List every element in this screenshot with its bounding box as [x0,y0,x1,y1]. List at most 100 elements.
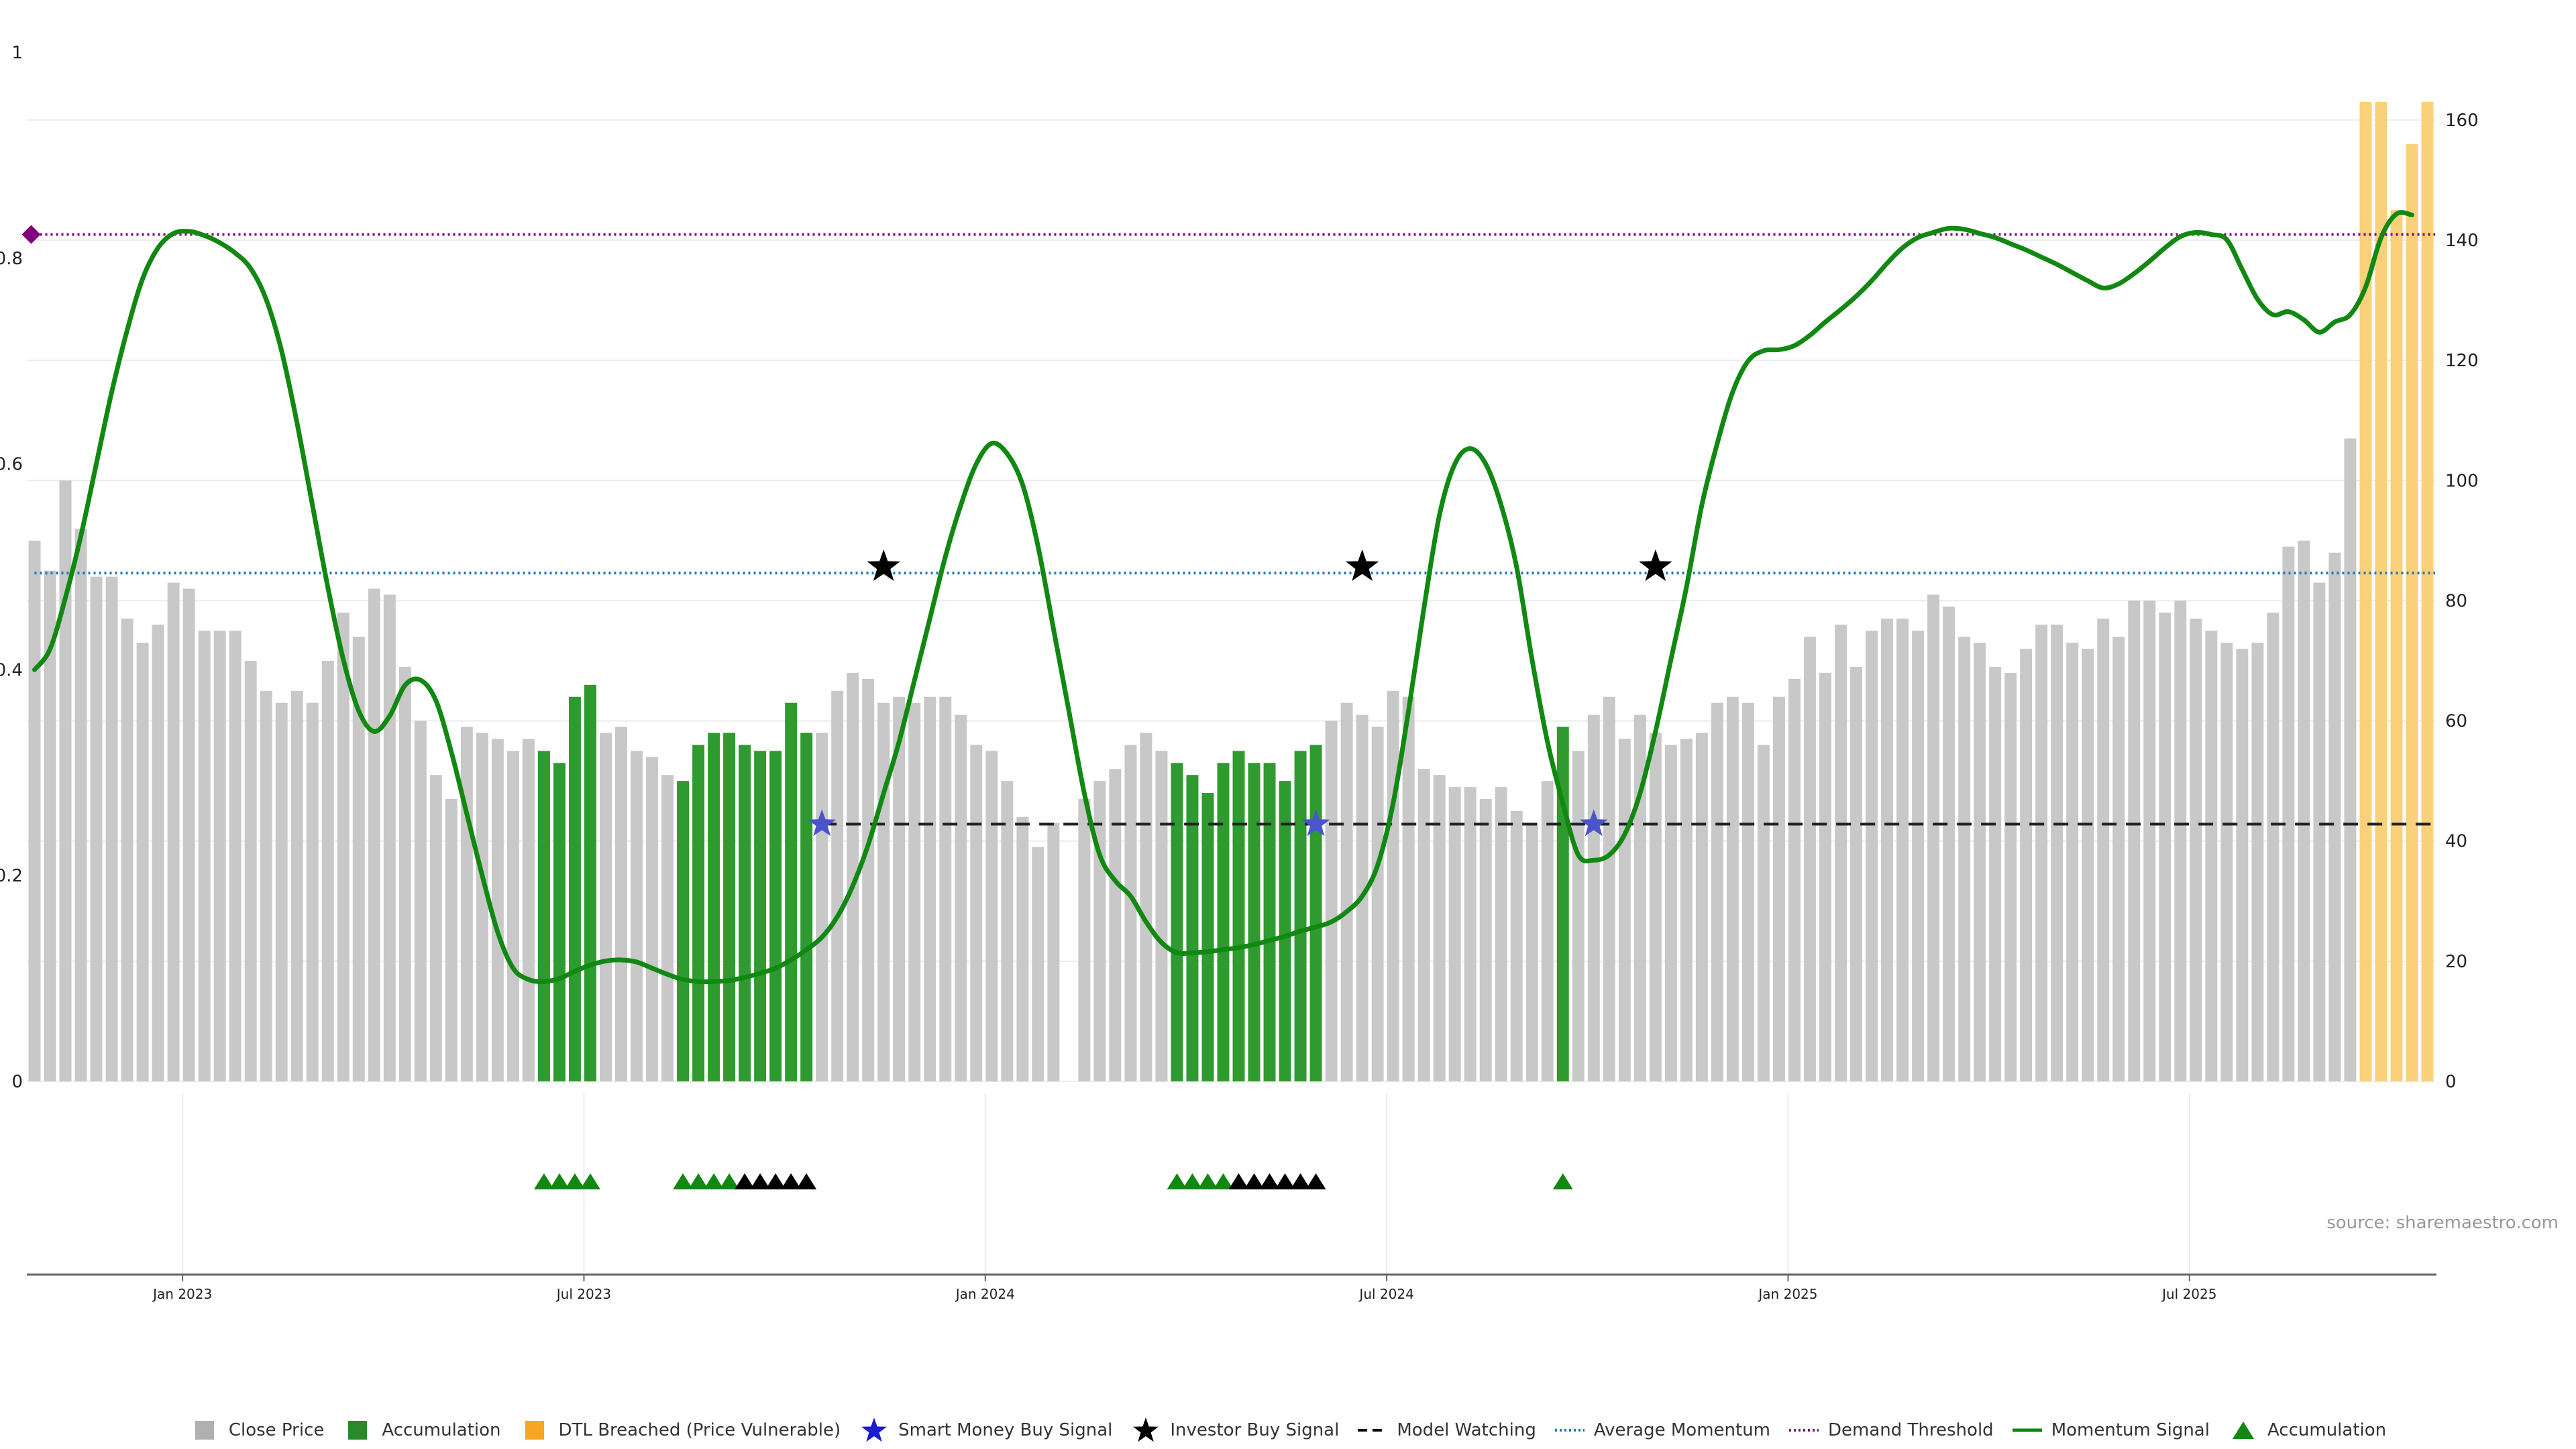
price-bar [1587,714,1600,1081]
price-bar [1741,702,1754,1081]
price-bar [1387,690,1399,1081]
price-bar [1912,631,1925,1081]
price-bar [785,702,798,1081]
price-bar [152,625,164,1081]
price-bar [491,739,504,1081]
price-bar [44,570,56,1081]
left-axis-tick: 0.6 [0,455,23,475]
square-legend-icon [195,1421,214,1440]
signal-markers [21,225,1672,837]
right-axis-tick: 120 [2445,351,2479,371]
price-bar [2112,637,2125,1081]
price-bar [445,799,458,1081]
star-legend-icon [861,1418,888,1442]
line-legend-icon [2012,1428,2042,1432]
price-bar [28,540,41,1081]
price-bar [1989,666,2002,1081]
price-bar [2097,619,2110,1081]
price-bar [1819,672,1831,1081]
star-legend-icon [1133,1418,1159,1442]
price-bar [1974,643,1986,1081]
right-axis-tick: 160 [2445,111,2479,131]
price-bar [1958,637,1971,1081]
price-bar [506,751,519,1081]
price-bar [754,751,767,1081]
price-bar [1171,763,1183,1081]
price-bar [769,751,782,1081]
price-bar [1525,822,1538,1081]
price-bar [1078,799,1091,1081]
price-bar [1201,793,1214,1081]
price-bar [1695,733,1708,1081]
accumulation-triangle [735,1173,755,1189]
price-bar [1804,637,1816,1081]
price-bar [1510,810,1523,1081]
right-axis-tick: 140 [2445,231,2479,251]
price-bar [2282,546,2295,1081]
legend-item: Average Momentum [1554,1418,1771,1442]
price-bar [337,612,350,1081]
left-axis-tick: 0.8 [0,249,23,269]
dash-legend-icon [1358,1429,1388,1432]
price-bar [1294,751,1307,1081]
accumulation-triangle [1228,1173,1249,1189]
accumulation-triangle [1182,1173,1203,1189]
accumulation-triangle [765,1173,786,1189]
price-bar [2375,102,2387,1081]
price-bar [1124,745,1137,1081]
accumulation-triangle [1167,1173,1187,1189]
left-axis-tick: 0.2 [0,866,23,886]
price-bar [1402,696,1415,1081]
legend-label: Close Price [228,1420,325,1440]
square-legend-icon [525,1421,544,1440]
price-bar [1866,631,1878,1081]
price-bar [2174,600,2187,1081]
momentum-signal-line [32,210,2414,984]
price-bar [2359,102,2372,1081]
price-bar [1001,781,1014,1081]
source-credit: source: sharemaestro.com [2326,1213,2559,1233]
right-axis-tick: 40 [2445,832,2467,852]
price-bar [847,672,859,1081]
price-bar [1927,594,1940,1081]
price-bar [368,588,380,1081]
price-bar [646,757,658,1081]
price-bar [306,702,319,1081]
price-bar [2406,144,2418,1082]
price-bar [1850,666,1862,1081]
chart-legend: Close Price Accumulation DTL Breached (Pri… [0,1417,2576,1444]
price-bar [615,727,627,1081]
price-bar [229,631,241,1081]
accumulation-triangle [549,1173,570,1189]
accumulation-triangle [1213,1173,1234,1189]
price-bar [244,661,257,1081]
price-bar [1186,775,1199,1081]
legend-label: Investor Buy Signal [1170,1420,1340,1440]
price-bar [2143,600,2156,1081]
legend-item: Accumulation [2229,1418,2386,1442]
price-bar [2236,649,2249,1081]
price-bar [2390,210,2403,1081]
investor-star [1345,549,1379,581]
accumulation-triangle [1552,1173,1573,1189]
accumulation-triangle [1305,1173,1326,1189]
price-bar [1263,763,1276,1081]
price-bar [275,702,288,1081]
price-bar [2344,438,2357,1081]
price-bar [877,702,890,1081]
x-axis-tick: Jan 2024 [955,1286,1015,1302]
price-bar [1309,745,1322,1081]
grid-lines [27,119,2435,1275]
price-bar [167,582,180,1081]
legend-label: Average Momentum [1593,1420,1771,1440]
price-bar [2313,582,2326,1081]
price-bar [414,720,427,1081]
price-bar [2267,612,2279,1081]
accumulation-triangle [673,1173,694,1189]
price-bar [1711,702,1723,1081]
dot-legend-icon [1789,1429,1819,1432]
legend-label: Accumulation [382,1420,501,1440]
dot-legend-icon [1554,1429,1585,1432]
price-bars [28,102,2434,1082]
price-bar [537,751,550,1081]
